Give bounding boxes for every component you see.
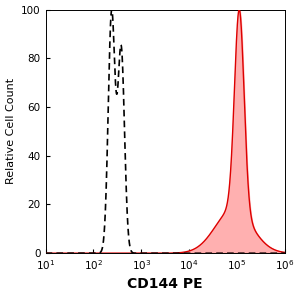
X-axis label: CD144 PE: CD144 PE (128, 277, 203, 291)
Y-axis label: Relative Cell Count: Relative Cell Count (6, 78, 16, 184)
